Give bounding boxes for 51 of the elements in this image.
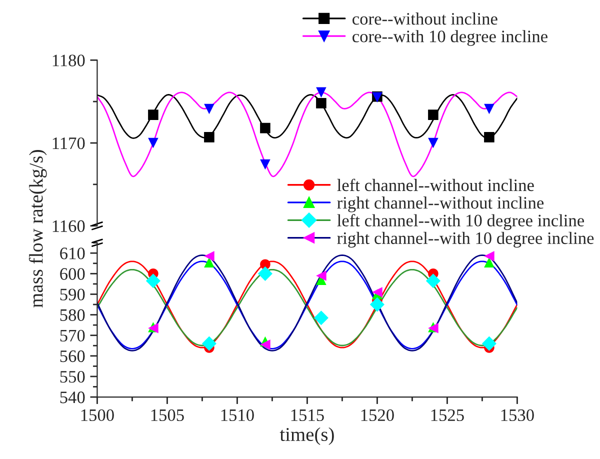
x-axis-title: time(s) [280, 427, 334, 445]
point [316, 87, 326, 98]
y-tick-label: 590 [60, 288, 85, 300]
point [316, 98, 326, 108]
y-tick-label: 570 [60, 330, 85, 342]
point [426, 274, 440, 288]
x-tick-label: 1530 [501, 409, 534, 422]
x-tick-label: 1505 [151, 409, 184, 422]
y-tick-label: 1180 [52, 54, 85, 66]
y-tick-label: 550 [60, 370, 85, 383]
point [484, 257, 494, 268]
y-tick-label: 1160 [52, 220, 85, 232]
y-axis-title: mass flow rate(kg/s) [28, 150, 47, 308]
point [204, 257, 214, 268]
point [260, 339, 270, 350]
point [204, 104, 214, 114]
point [484, 104, 494, 114]
x-tick-label: 1500 [81, 409, 114, 422]
y-tick-label: 580 [60, 309, 85, 321]
point [148, 138, 158, 148]
point [316, 270, 326, 281]
point [370, 297, 384, 312]
y-tick-label: 1170 [52, 137, 85, 150]
point [204, 251, 214, 262]
point [148, 110, 158, 120]
x-tick-label: 1525 [431, 409, 464, 422]
point [484, 251, 494, 262]
legend-label: right channel--with 10 degree incline [337, 232, 594, 248]
point [260, 159, 270, 170]
y-tick-label: 540 [60, 392, 85, 404]
point [146, 274, 160, 288]
point [258, 266, 272, 281]
x-tick-label: 1510 [221, 409, 254, 422]
x-tick-label: 1520 [361, 409, 394, 422]
legend-label: left channel--without incline [337, 178, 534, 192]
point [428, 110, 438, 120]
legend-label: core--without incline [352, 12, 498, 25]
point [204, 132, 214, 142]
legend-label: right channel--without incline [337, 196, 544, 212]
point [484, 132, 494, 142]
legend-label: left channel--with 10 degree incline [337, 214, 584, 230]
point [314, 310, 328, 326]
point [482, 336, 496, 351]
point [202, 336, 216, 351]
legend-label: core--with 10 degree incline [352, 30, 548, 46]
point [260, 122, 270, 134]
x-tick-label: 1515 [291, 409, 324, 422]
y-tick-label: 610 [60, 248, 85, 260]
y-tick-label: 560 [60, 350, 85, 362]
y-tick-label: 600 [60, 268, 85, 280]
point [428, 138, 438, 148]
